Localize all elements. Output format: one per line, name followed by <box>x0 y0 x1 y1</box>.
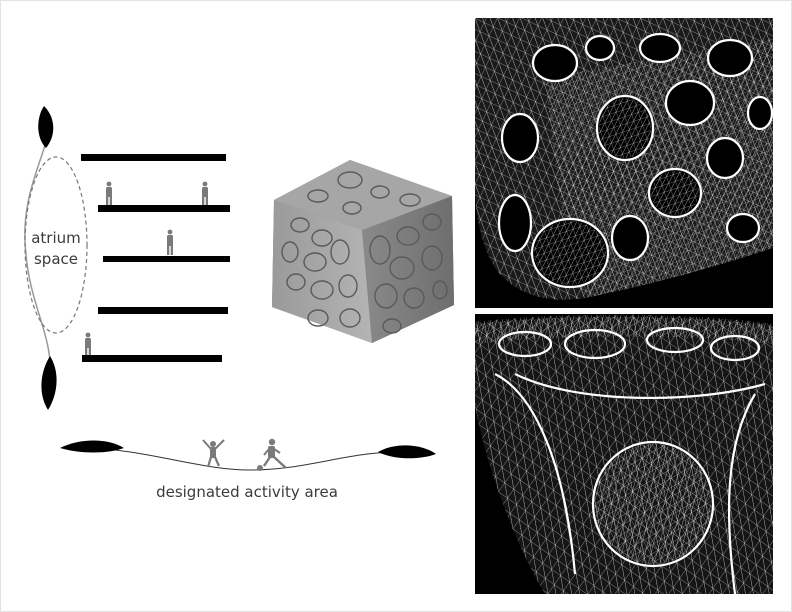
person-icon <box>85 332 91 355</box>
atrium-label: atrium space <box>24 228 88 270</box>
ground-curve <box>79 446 411 471</box>
leaf-top-icon <box>38 106 54 148</box>
floor-slab <box>81 154 226 161</box>
leaf-right-icon <box>378 445 436 459</box>
wireframe-render-top <box>475 18 773 308</box>
floor-slab <box>82 355 222 362</box>
soccer-player-icon <box>257 438 287 471</box>
atrium-ellipse <box>24 156 88 334</box>
floor-slab <box>98 205 230 212</box>
section-diagram <box>24 106 436 471</box>
atrium-edge-curve <box>24 141 51 363</box>
person-icon <box>202 181 208 205</box>
wireframe-render-bottom <box>475 314 773 594</box>
leaf-left-icon <box>60 440 124 453</box>
floor-slab <box>103 256 230 262</box>
jumping-person-icon <box>202 439 225 468</box>
floor-slab <box>98 307 228 314</box>
person-icon <box>167 229 173 255</box>
atrium-label-line1: atrium <box>31 229 81 247</box>
atrium-label-line2: space <box>33 250 78 268</box>
leaf-bottom-icon <box>41 356 57 410</box>
person-icon <box>106 181 112 205</box>
activity-area-label: designated activity area <box>156 483 338 501</box>
